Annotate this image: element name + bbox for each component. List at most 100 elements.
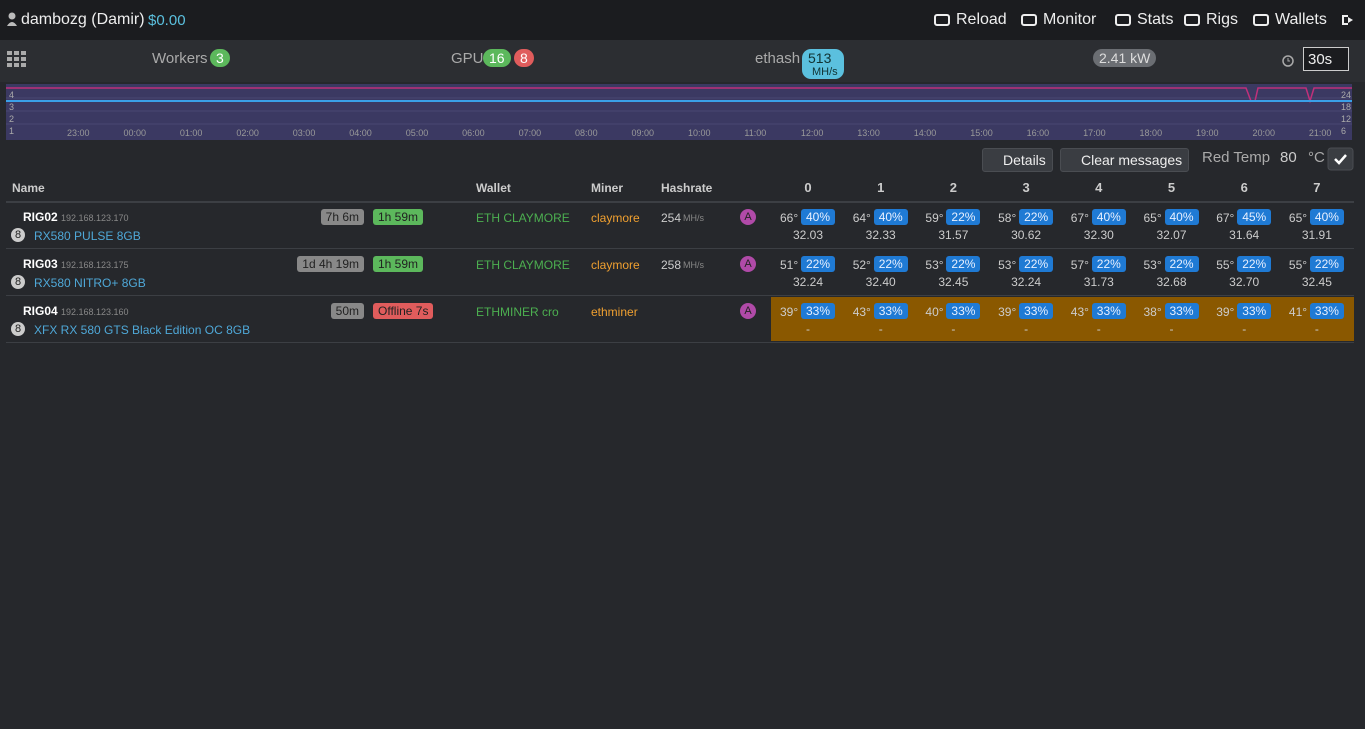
gpu-hashrate: 32.70 [1229, 275, 1260, 289]
clock-icon [1282, 55, 1294, 67]
chart-time-label: 07:00 [518, 128, 542, 138]
hashrate-badge: 513 MH/s [802, 49, 844, 79]
details-button[interactable]: Details [982, 148, 1053, 172]
gpu-column-header: 5 [1167, 180, 1176, 195]
red-temp-label: Red Temp [1202, 149, 1271, 166]
wallet[interactable]: ETHMINER cro [476, 305, 559, 319]
gpu-hashrate: - [1169, 322, 1174, 336]
gpu-hashrate: - [1314, 322, 1319, 336]
gpu-hashrate: 31.57 [938, 228, 969, 242]
gpu-fan: 40% [1164, 209, 1199, 225]
gpu-fan: 22% [1091, 256, 1126, 272]
miner: ethminer [591, 305, 638, 319]
rig-model[interactable]: RX580 NITRO+ 8GB [34, 276, 146, 290]
gpu-hashrate: 30.62 [1011, 228, 1042, 242]
miner: claymore [591, 211, 640, 225]
gpu-temp: 39° [780, 305, 799, 319]
gpu-temp: 66° [780, 211, 799, 225]
balance: $0.00 [148, 12, 186, 29]
gpu-fan: 22% [1019, 256, 1054, 272]
chart-time-label: 06:00 [462, 128, 485, 138]
uptime: 50m [330, 303, 364, 319]
power: 2.41 kW [1093, 49, 1157, 67]
wallet[interactable]: ETH CLAYMORE [476, 258, 570, 272]
rig-name[interactable]: RIG03 [23, 257, 58, 271]
nav-item[interactable]: Monitor [1043, 11, 1097, 28]
column-header[interactable]: Hashrate [661, 181, 713, 195]
column-header[interactable]: Miner [591, 181, 624, 195]
gpu-fan: 40% [873, 209, 908, 225]
gpu-temp: 43° [852, 305, 871, 319]
nav-item[interactable]: Reload [956, 11, 1007, 28]
interval-select[interactable]: 30s [1303, 47, 1349, 71]
rig-ip: 192.168.123.175 [61, 260, 129, 270]
session: Offline 7s [373, 303, 434, 319]
gpu-hashrate: 32.03 [792, 228, 824, 242]
gpu-fan: 33% [946, 303, 981, 319]
algo-badge: A [740, 256, 756, 272]
nav-icon [1115, 14, 1131, 26]
gpu-fan: 33% [801, 303, 836, 319]
nav-icon [1021, 14, 1037, 26]
rig-name[interactable]: RIG04 [23, 304, 58, 318]
gpu-column-header: 2 [949, 180, 957, 195]
red-temp-unit: °C [1308, 149, 1325, 166]
algo-label: ethash [755, 50, 801, 67]
gpu-column-header: 7 [1313, 180, 1321, 195]
header-rule [6, 201, 1354, 203]
gpu-fan: 33% [1309, 303, 1344, 319]
workers-label: Workers [152, 50, 208, 67]
gpu-temp: 64° [852, 211, 871, 225]
red-temp-value: 80 [1280, 149, 1297, 166]
gpu-hashrate: 32.45 [1301, 275, 1332, 289]
gpu-hashrate: - [1096, 322, 1101, 336]
chart-y2-label: 6 [1341, 126, 1347, 136]
gpu-count: 8 [11, 275, 25, 289]
rig-hashrate-unit: MH/s [683, 213, 704, 223]
gpu-fan: 33% [1237, 303, 1272, 319]
wallet[interactable]: ETH CLAYMORE [476, 211, 570, 225]
rig-model[interactable]: XFX RX 580 GTS Black Edition OC 8GB [34, 323, 251, 337]
column-header[interactable]: Wallet [476, 181, 511, 195]
gpu-temp: 65° [1143, 211, 1162, 225]
apply-button [1327, 147, 1354, 171]
grid-icon[interactable] [7, 51, 27, 67]
rig-ip: 192.168.123.160 [61, 307, 129, 317]
clear-button[interactable]: Clear messages [1060, 148, 1190, 172]
gpu-count: 8 [11, 322, 25, 336]
gpu-fan: 22% [801, 256, 836, 272]
gpu-temp: 40° [925, 305, 944, 319]
chart-time-label: 05:00 [405, 128, 429, 138]
gpu-hashrate: 32.33 [865, 228, 896, 242]
rig-name[interactable]: RIG02 [23, 210, 58, 224]
nav-item[interactable]: Rigs [1206, 11, 1239, 28]
chart-time-label: 11:00 [744, 128, 767, 138]
gpu-temp: 52° [852, 258, 871, 272]
gpu-temp: 43° [1070, 305, 1089, 319]
gpu-fan: 40% [801, 209, 836, 225]
chart-time-label: 23:00 [67, 128, 90, 138]
gpu-temp: 53° [1143, 258, 1162, 272]
chart-y-label: 3 [9, 102, 15, 112]
nav-icon [1253, 14, 1269, 26]
chart-time-label: 16:00 [1026, 128, 1050, 138]
chart-time-label: 03:00 [292, 128, 316, 138]
gpu-temp: 39° [998, 305, 1017, 319]
gpu-hashrate: 32.24 [1011, 275, 1042, 289]
nav-item[interactable]: Stats [1137, 11, 1174, 28]
gpu-hashrate: 32.30 [1083, 228, 1114, 242]
gpu-count: 8 [11, 228, 25, 242]
rig-model[interactable]: RX580 PULSE 8GB [34, 229, 141, 243]
gpu-temp: 51° [780, 258, 799, 272]
column-header[interactable]: Name [12, 181, 45, 195]
row-rule [6, 295, 1354, 296]
uptime: 7h 6m [320, 209, 364, 225]
gpu-temp: 65° [1288, 211, 1308, 225]
gpu-temp: 39° [1216, 305, 1235, 319]
nav-item[interactable]: Wallets [1275, 11, 1327, 28]
row-rule [6, 342, 1354, 343]
rig-hashrate: 254 [661, 211, 682, 225]
gpu-temp: 55° [1288, 258, 1308, 272]
gpu-hashrate: 32.07 [1156, 228, 1187, 242]
chart-time-label: 00:00 [123, 128, 146, 138]
